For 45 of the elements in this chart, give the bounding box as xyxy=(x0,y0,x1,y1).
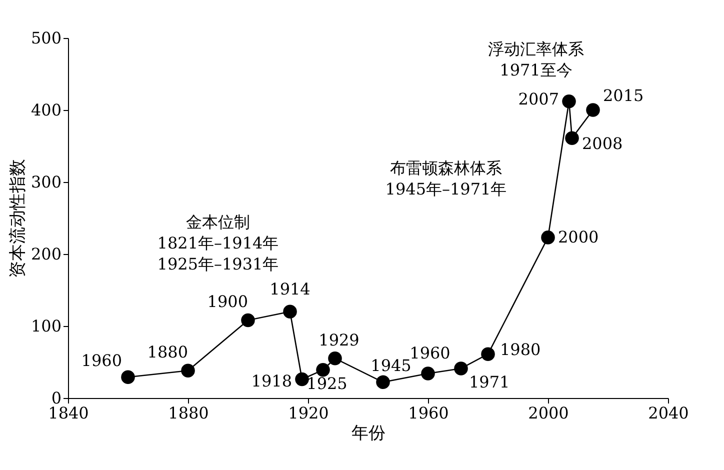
x-tick-label: 2040 xyxy=(648,404,689,422)
point xyxy=(295,372,309,386)
point xyxy=(283,304,297,318)
y-tick-label: 400 xyxy=(30,100,62,120)
annotation: 1880 xyxy=(147,342,188,362)
annotation: 金本位制 1821年–1914年 1925年–1931年 xyxy=(157,212,279,274)
y-tick-label: 100 xyxy=(30,316,62,336)
y-tick-label: 300 xyxy=(30,172,62,192)
x-tick-label: 1960 xyxy=(408,404,449,422)
point xyxy=(181,364,195,378)
point xyxy=(562,94,576,108)
point xyxy=(421,366,435,380)
point xyxy=(241,313,255,328)
x-axis-title: 年份 xyxy=(352,424,386,444)
annotation: 1918 xyxy=(251,371,292,390)
annotation: 1900 xyxy=(207,292,248,312)
point xyxy=(121,370,135,384)
x-tick-label: 1880 xyxy=(168,404,209,422)
annotation: 布雷顿森林体系 1945年–1971年 xyxy=(385,158,507,198)
annotation: 2008 xyxy=(582,134,623,154)
point xyxy=(376,375,390,390)
x-tick-label: 2000 xyxy=(528,404,569,422)
x-tick-label: 1920 xyxy=(288,404,329,422)
annotation: 1960 xyxy=(81,351,122,370)
point xyxy=(586,103,600,117)
y-tick-label: 200 xyxy=(30,244,62,264)
point xyxy=(316,363,330,377)
annotation: 1960 xyxy=(410,344,450,363)
point xyxy=(565,131,579,145)
annotation: 2015 xyxy=(603,86,644,105)
annotation: 浮动汇率体系 1971至今 xyxy=(488,40,584,80)
point xyxy=(541,230,555,244)
annotation: 2007 xyxy=(518,89,559,108)
point xyxy=(454,362,468,376)
y-tick-label: 500 xyxy=(30,28,62,48)
annotation: 1914 xyxy=(270,280,310,299)
annotation: 1929 xyxy=(318,330,360,350)
annotation: 1980 xyxy=(500,340,541,360)
annotation: 1925 xyxy=(306,374,348,393)
annotation: 2000 xyxy=(558,227,599,246)
point xyxy=(328,352,342,366)
point xyxy=(481,347,495,361)
annotation: 1945 xyxy=(370,356,412,376)
y-axis-title: 资本流动性指数 xyxy=(8,159,28,278)
annotation: 1971 xyxy=(469,372,510,392)
